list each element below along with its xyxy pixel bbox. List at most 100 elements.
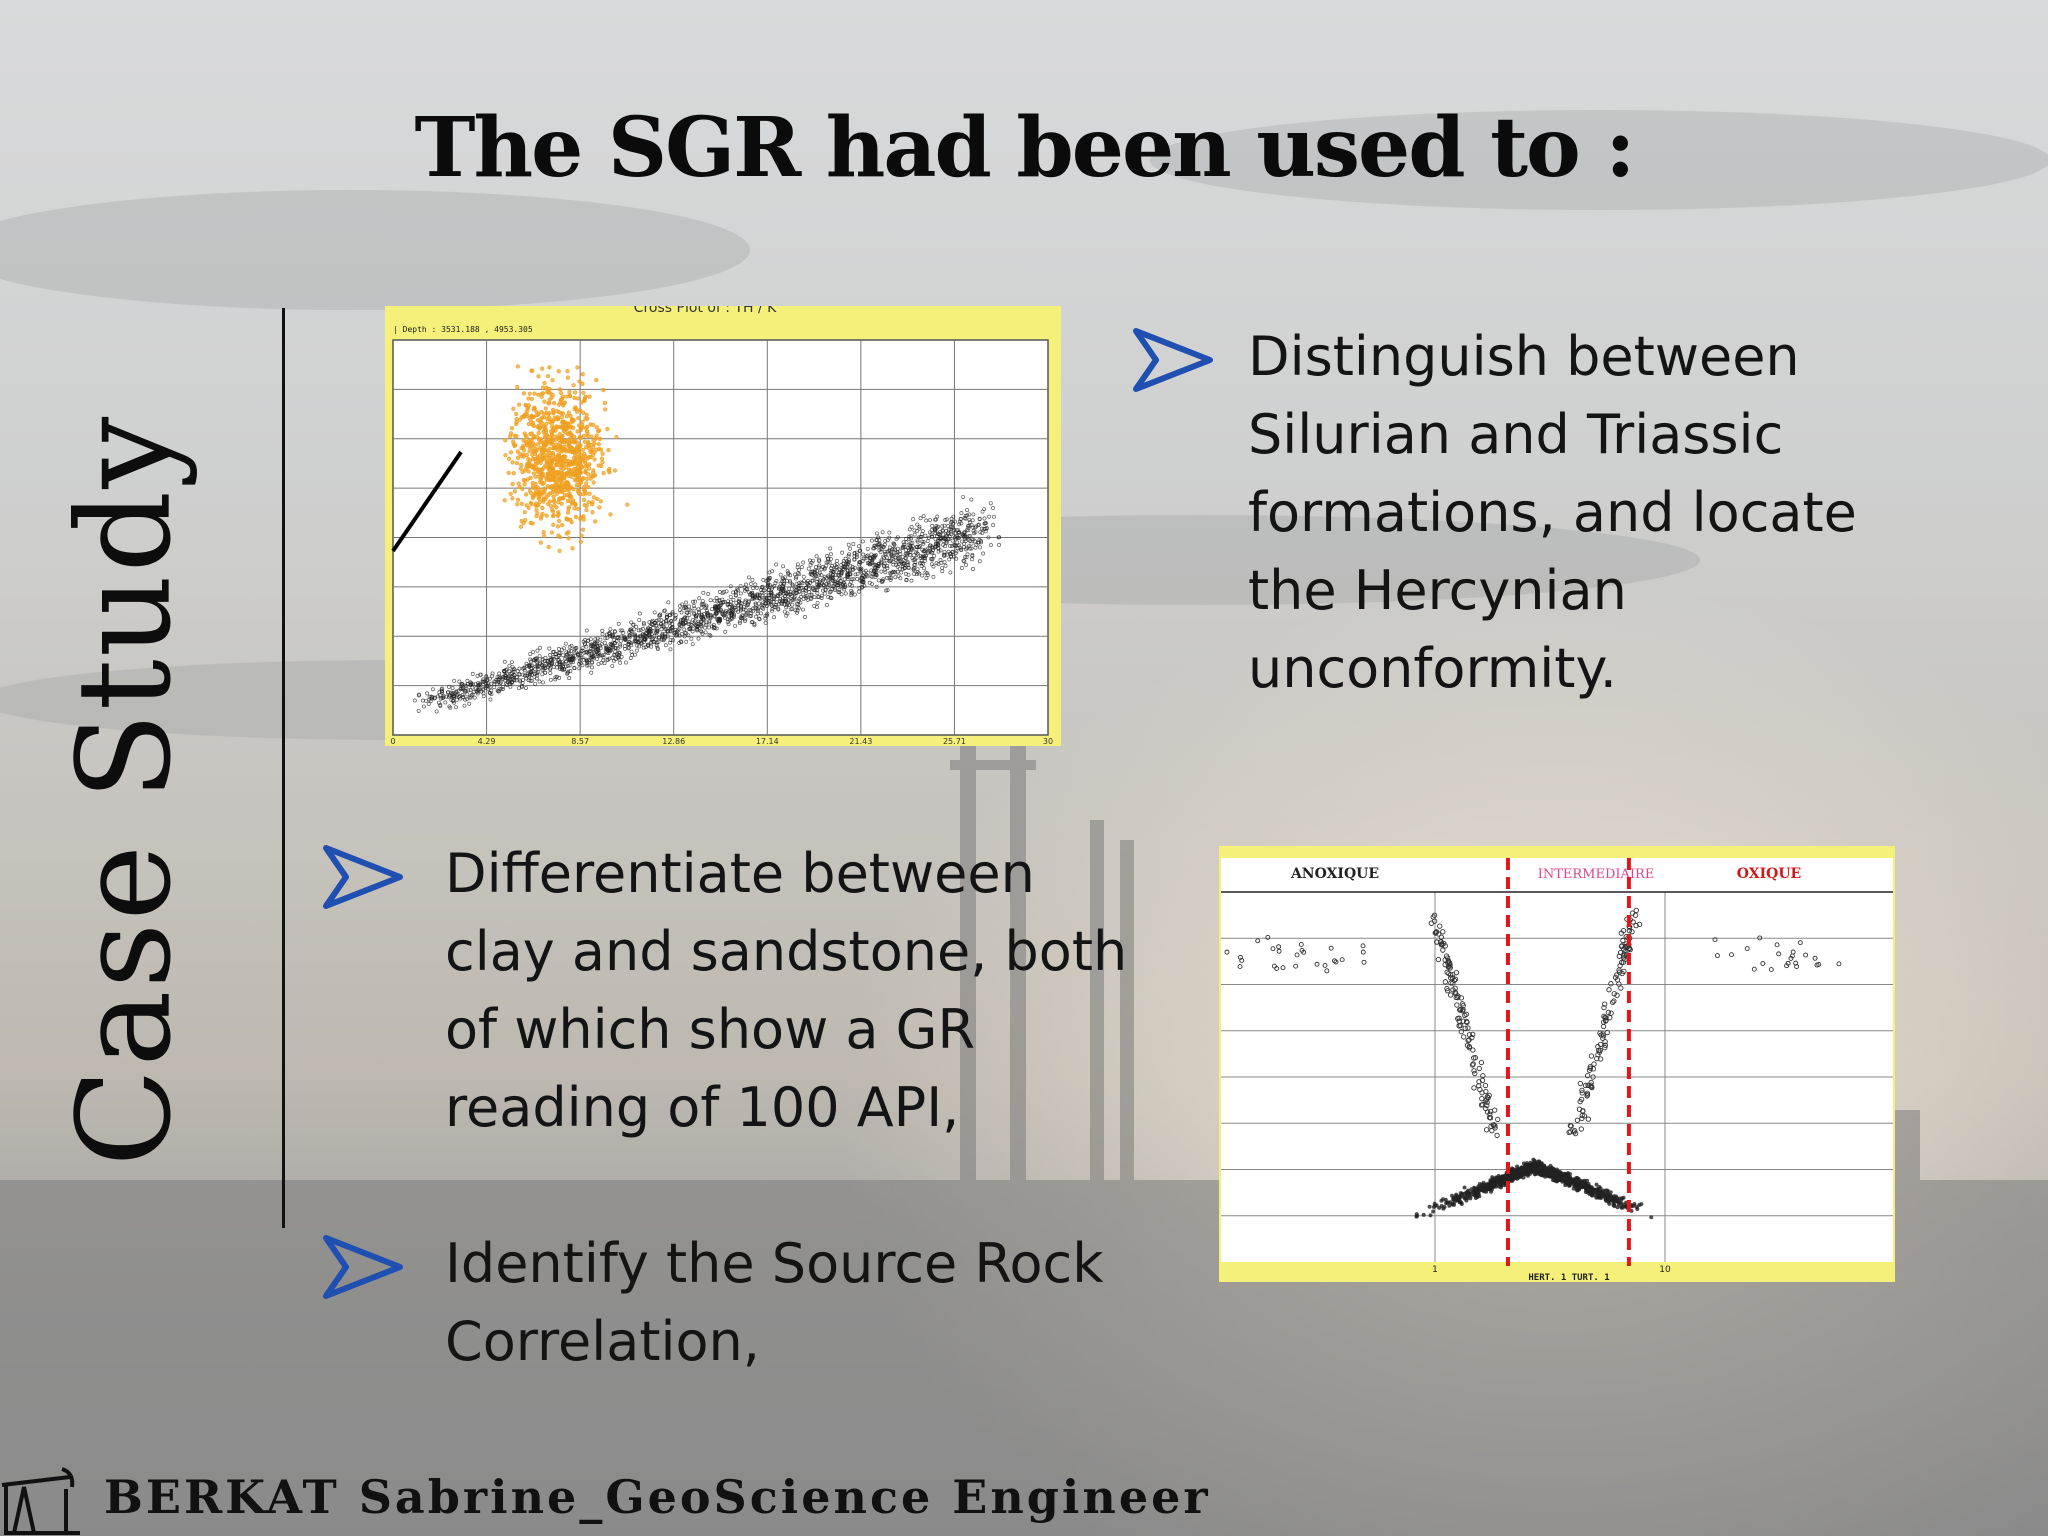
data-point bbox=[784, 605, 789, 610]
data-point bbox=[1636, 921, 1643, 928]
data-point bbox=[470, 692, 475, 697]
data-point bbox=[553, 482, 558, 487]
data-point bbox=[562, 485, 567, 490]
data-point bbox=[556, 510, 561, 515]
data-point bbox=[463, 683, 468, 688]
data-point bbox=[643, 636, 648, 641]
data-point bbox=[581, 410, 586, 415]
data-point bbox=[838, 576, 843, 581]
data-point bbox=[690, 642, 695, 647]
data-point bbox=[528, 491, 534, 496]
data-point bbox=[891, 541, 896, 546]
data-point bbox=[769, 608, 774, 613]
data-point bbox=[541, 666, 546, 671]
data-point bbox=[506, 470, 511, 475]
data-point bbox=[551, 410, 556, 415]
data-point bbox=[917, 524, 922, 529]
data-point bbox=[616, 621, 621, 626]
data-point bbox=[1486, 1186, 1491, 1191]
data-point bbox=[539, 476, 544, 481]
data-point bbox=[725, 620, 730, 624]
data-point bbox=[745, 603, 750, 608]
data-point bbox=[697, 609, 702, 614]
data-point bbox=[688, 608, 693, 613]
data-point bbox=[893, 547, 897, 552]
data-point bbox=[577, 451, 582, 456]
data-point bbox=[847, 558, 851, 563]
data-point bbox=[684, 616, 689, 621]
data-point bbox=[1484, 1094, 1490, 1100]
data-point bbox=[859, 579, 864, 584]
data-point bbox=[1514, 1169, 1519, 1174]
data-point bbox=[548, 455, 553, 461]
data-point bbox=[929, 562, 934, 567]
x-axis-label: HERT. 1 TURT. 1 bbox=[1528, 1273, 1609, 1282]
data-point bbox=[1797, 940, 1803, 946]
data-point bbox=[618, 628, 623, 633]
data-point bbox=[628, 628, 633, 632]
data-point bbox=[605, 658, 610, 662]
data-point bbox=[597, 505, 602, 510]
data-point bbox=[877, 548, 882, 553]
data-point bbox=[591, 444, 596, 450]
data-point bbox=[1435, 931, 1442, 937]
data-point bbox=[911, 567, 916, 572]
data-point bbox=[450, 686, 455, 691]
data-point bbox=[559, 501, 564, 506]
data-point bbox=[759, 611, 763, 616]
data-point bbox=[525, 673, 530, 678]
data-point bbox=[512, 489, 518, 494]
data-point bbox=[912, 532, 917, 537]
data-point bbox=[1500, 1180, 1505, 1185]
data-point bbox=[598, 637, 603, 642]
data-point bbox=[576, 423, 582, 428]
data-point bbox=[557, 660, 562, 665]
data-point bbox=[539, 410, 544, 415]
data-point bbox=[555, 462, 560, 467]
data-point bbox=[822, 591, 827, 596]
data-point bbox=[727, 617, 732, 622]
data-point bbox=[1614, 972, 1620, 978]
data-point bbox=[957, 530, 962, 535]
data-point bbox=[957, 519, 962, 524]
data-point bbox=[1508, 1174, 1513, 1179]
data-point bbox=[959, 548, 964, 552]
data-point bbox=[766, 583, 771, 588]
data-point bbox=[966, 528, 971, 533]
data-point bbox=[956, 528, 961, 533]
data-point bbox=[921, 514, 926, 519]
data-point bbox=[684, 639, 689, 644]
data-point bbox=[858, 548, 863, 553]
data-point bbox=[541, 530, 546, 535]
data-point bbox=[742, 604, 746, 609]
data-point bbox=[1597, 1056, 1604, 1062]
data-point bbox=[931, 574, 936, 579]
data-point bbox=[654, 640, 659, 645]
data-point bbox=[1556, 1172, 1561, 1177]
data-point bbox=[481, 687, 486, 692]
data-point bbox=[948, 543, 953, 548]
data-point bbox=[647, 620, 652, 625]
data-point bbox=[620, 628, 625, 633]
data-point bbox=[538, 460, 543, 465]
data-point bbox=[511, 471, 516, 476]
data-point bbox=[561, 495, 566, 501]
data-point bbox=[517, 666, 522, 671]
data-point bbox=[679, 640, 684, 645]
data-point bbox=[540, 505, 545, 511]
data-point bbox=[649, 619, 654, 624]
data-point bbox=[474, 686, 478, 691]
data-point bbox=[467, 695, 472, 700]
data-point bbox=[1527, 1163, 1532, 1168]
data-point bbox=[1484, 1189, 1489, 1194]
data-point bbox=[778, 597, 783, 602]
data-point bbox=[673, 627, 678, 632]
data-point bbox=[1476, 1079, 1482, 1085]
data-point bbox=[1460, 1006, 1466, 1013]
data-point bbox=[656, 617, 661, 622]
data-point bbox=[911, 553, 916, 558]
data-point bbox=[1549, 1173, 1554, 1178]
data-point bbox=[510, 496, 515, 501]
data-point bbox=[726, 622, 731, 627]
data-point bbox=[665, 612, 670, 617]
